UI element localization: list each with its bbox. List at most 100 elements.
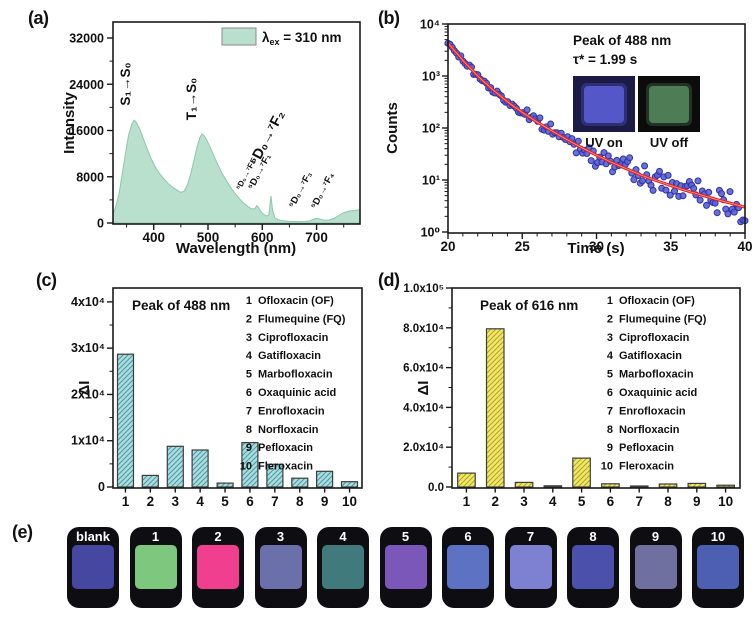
x-tick-label: 2 xyxy=(147,494,155,509)
legend-name: Marbofloxacin xyxy=(619,369,694,381)
chart-title-c: Peak of 488 nm xyxy=(132,298,230,313)
legend-number: 9 xyxy=(246,442,252,454)
bar-c-8 xyxy=(291,477,309,488)
tile-label: 6 xyxy=(464,529,472,544)
y-axis-title-a: Intensity xyxy=(61,92,78,154)
bar-d-7 xyxy=(629,485,649,488)
transition-annotation: S₁→S₀ xyxy=(118,62,133,105)
legend-number: 5 xyxy=(607,369,613,381)
x-tick-label: 4 xyxy=(196,494,204,509)
x-tick-label: 3 xyxy=(520,494,528,509)
legend-name: Norfloxacin xyxy=(258,424,319,436)
tile-label: 10 xyxy=(710,529,726,544)
sample-tile-5: 5 xyxy=(379,527,432,608)
x-tick-label: 9 xyxy=(321,494,329,509)
bar-c-2 xyxy=(141,474,159,488)
bar-c-9 xyxy=(316,470,334,488)
panel-label-c: (c) xyxy=(36,270,57,290)
bar-d-1 xyxy=(457,472,476,488)
x-tick-label: 10 xyxy=(718,494,733,509)
y-tick-label: 8.0x10⁴ xyxy=(403,323,444,335)
legend-name: Fleroxacin xyxy=(258,461,313,473)
y-tick-label: 16000 xyxy=(69,124,104,138)
legend-name: Enrofloxacin xyxy=(619,405,686,417)
y-tick-label: 4x10⁴ xyxy=(71,295,105,309)
sample-tile-2: 2 xyxy=(192,527,244,608)
legend-number: 6 xyxy=(607,387,613,399)
bar-c-5 xyxy=(216,482,234,488)
legend-name: Enrofloxacin xyxy=(258,405,325,417)
x-tick-label: 700 xyxy=(305,230,328,245)
bar-c-6 xyxy=(241,442,259,488)
x-axis-title-a: Wavelength (nm) xyxy=(176,240,296,257)
tile-label: 7 xyxy=(526,529,535,544)
legend-number: 3 xyxy=(246,332,252,344)
y-tick-label: 4.0x10⁴ xyxy=(403,402,444,414)
legend-number: 2 xyxy=(607,313,613,325)
legend-swatch xyxy=(221,27,257,46)
inset-photo-label: UV on xyxy=(585,135,623,150)
legend-name: Gatifloxacin xyxy=(619,350,682,362)
y-tick-label: 8000 xyxy=(76,170,104,184)
sample-tile-4: 4 xyxy=(317,527,369,608)
y-tick-label: 10² xyxy=(422,122,440,136)
y-tick-label: 10³ xyxy=(422,70,440,84)
legend-number: 1 xyxy=(607,295,613,307)
panel-label-d: (d) xyxy=(378,270,400,290)
sample-square xyxy=(134,545,177,589)
bar-c-3 xyxy=(166,445,184,488)
legend-number: 4 xyxy=(246,350,253,362)
x-tick-label: 4 xyxy=(549,494,557,509)
y-tick-label: 24000 xyxy=(69,78,104,92)
x-tick-label: 40 xyxy=(737,239,752,254)
y-tick-label: 1.0x10⁵ xyxy=(403,283,444,295)
legend-name: Ofloxacin (OF) xyxy=(619,295,695,307)
tile-label: 8 xyxy=(589,529,597,544)
panel-label-a: (a) xyxy=(28,8,49,28)
legend-number: 7 xyxy=(246,405,252,417)
y-tick-label: 10⁴ xyxy=(420,18,440,32)
tile-label: 3 xyxy=(276,529,285,544)
legend-name: Ciprofloxacin xyxy=(619,332,690,344)
y-tick-label: 1x10⁴ xyxy=(71,434,105,448)
plot-frame-c xyxy=(112,287,363,489)
legend-name: Norfloxacin xyxy=(619,424,680,436)
y-tick-label: 3x10⁴ xyxy=(71,341,105,355)
bar-c-10 xyxy=(340,481,359,488)
x-tick-label: 9 xyxy=(693,494,701,509)
sample-square xyxy=(634,545,677,589)
legend-name: Oxaquinic acid xyxy=(619,387,697,399)
x-tick-label: 5 xyxy=(221,494,229,509)
y-tick-label: 10¹ xyxy=(422,174,440,188)
x-tick-label: 7 xyxy=(635,494,643,509)
y-axis-title-b: Counts xyxy=(384,102,401,154)
legend-name: Fleroxacin xyxy=(619,461,674,473)
tile-label: 2 xyxy=(214,529,222,544)
bar-d-6 xyxy=(601,483,620,488)
bar-d-2 xyxy=(485,328,505,488)
x-tick-label: 400 xyxy=(142,230,165,245)
x-tick-label: 20 xyxy=(440,239,455,254)
x-tick-label: 5 xyxy=(578,494,586,509)
legend-name: Flumequine (FQ) xyxy=(258,313,346,325)
legend-name: Oxaquinic acid xyxy=(258,387,336,399)
tile-label: 4 xyxy=(339,529,347,544)
peak-annotation: Peak of 488 nm xyxy=(573,33,671,48)
emission-spectrum-area xyxy=(112,119,361,224)
y-tick-label: 2.0x10⁴ xyxy=(403,442,444,454)
legend-name: Ofloxacin (OF) xyxy=(258,295,334,307)
sample-tile-3: 3 xyxy=(254,527,307,608)
y-tick-label: 32000 xyxy=(69,32,104,46)
legend-name: Gatifloxacin xyxy=(258,350,321,362)
lifetime-annotation: τ* = 1.99 s xyxy=(573,52,637,67)
x-tick-label: 7 xyxy=(271,494,279,509)
panel-e-photo-strip: blank 1 2 3 4 5 6 7 8 9 10 xyxy=(0,516,755,619)
panel-b-decay-curve-chart: 10⁰ 10¹ 10² 10³ 10⁴ 20 25 30 35 40 Time (s) Counts P… xyxy=(384,18,753,258)
sample-square xyxy=(447,545,489,589)
x-tick-label: 3 xyxy=(171,494,179,509)
sample-tile-blank: blank xyxy=(67,527,119,608)
y-axis-title-d: ΔI xyxy=(415,381,432,396)
sample-square xyxy=(697,545,739,589)
x-tick-label: 25 xyxy=(515,239,531,254)
legend-excitation-label: λex = 310 nm xyxy=(262,30,341,47)
